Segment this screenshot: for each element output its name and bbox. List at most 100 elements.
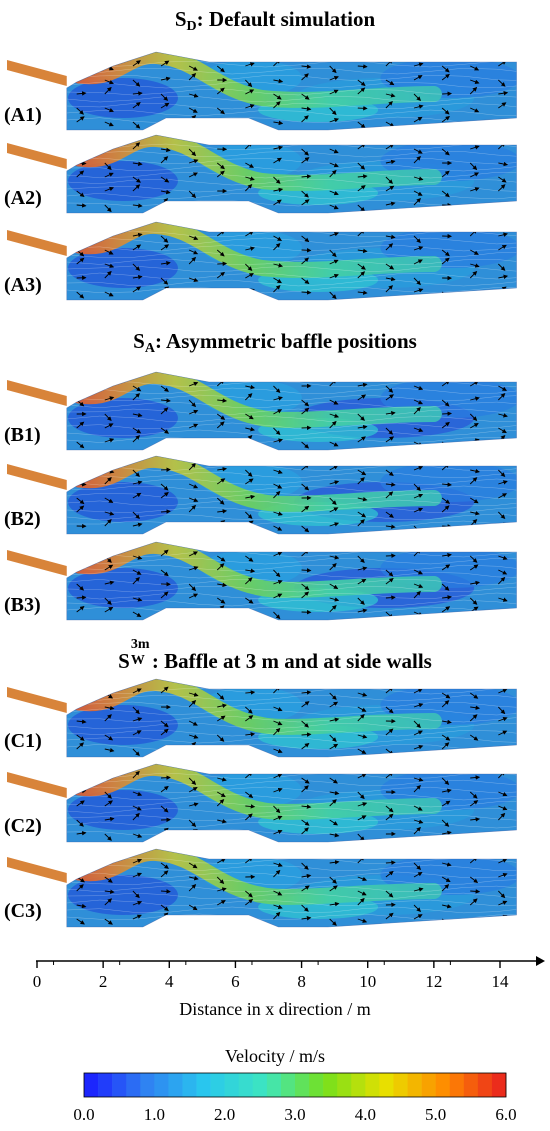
- velocity-vector: [301, 720, 309, 728]
- velocity-vector: [245, 79, 253, 88]
- velocity-vector: [470, 79, 480, 84]
- velocity-vector: [357, 436, 366, 443]
- panel-label-a2: (A2): [4, 187, 42, 209]
- velocity-vector: [245, 162, 255, 168]
- velocity-vector: [245, 898, 254, 906]
- colorbar-tick-label: 3.0: [284, 1105, 305, 1124]
- flow-panel: [7, 51, 517, 131]
- colorbar-cell: [112, 1073, 127, 1097]
- velocity-vector: [132, 427, 142, 434]
- velocity-vector: [160, 235, 169, 243]
- velocity-vector: [301, 483, 310, 491]
- velocity-vector: [160, 427, 170, 434]
- velocity-vector: [301, 290, 312, 295]
- velocity-vector: [132, 184, 141, 192]
- velocity-vector: [469, 564, 479, 571]
- velocity-vector: [188, 566, 199, 571]
- velocity-vector: [301, 904, 309, 912]
- velocity-vector: [132, 121, 141, 129]
- x-tick-label: 4: [165, 972, 174, 991]
- velocity-vector: [329, 259, 339, 265]
- velocity-vector: [329, 522, 340, 527]
- inlet-chute: [7, 143, 67, 169]
- streakline: [66, 564, 517, 572]
- velocity-vector: [76, 170, 85, 178]
- velocity-vector: [470, 580, 480, 586]
- streakline: [66, 723, 517, 730]
- velocity-vector: [441, 777, 450, 785]
- velocity-vector: [357, 876, 368, 882]
- velocity-vector: [104, 606, 114, 613]
- velocity-vector: [245, 791, 254, 799]
- velocity-vector: [245, 89, 255, 95]
- velocity-vector: [357, 64, 368, 69]
- streakline: [66, 88, 517, 96]
- colorbar-cell: [463, 1073, 479, 1097]
- velocity-vector: [329, 273, 339, 279]
- velocity-vector: [273, 720, 283, 726]
- streakline: [66, 478, 517, 486]
- velocity-vector: [441, 73, 450, 81]
- velocity-vector: [469, 555, 478, 563]
- flow-panel: [7, 134, 517, 214]
- streakline: [66, 67, 517, 75]
- velocity-vector: [413, 805, 423, 811]
- velocity-vector: [413, 904, 421, 913]
- velocity-vector: [217, 791, 226, 798]
- inlet-chute: [7, 464, 67, 490]
- velocity-vector: [442, 552, 452, 558]
- velocity-vector: [273, 490, 281, 499]
- velocity-vector: [245, 577, 253, 585]
- velocity-vector: [188, 551, 198, 557]
- colorbar-cell: [295, 1073, 310, 1097]
- velocity-vector: [245, 273, 254, 279]
- velocity-vector: [216, 692, 225, 700]
- streakline: [66, 436, 517, 444]
- velocity-vector: [329, 190, 339, 196]
- velocity-vector: [441, 606, 451, 613]
- velocity-vector: [385, 595, 396, 600]
- velocity-vector: [498, 555, 508, 560]
- velocity-vector: [188, 787, 198, 793]
- velocity-region: [67, 875, 178, 915]
- velocity-vector: [469, 876, 479, 884]
- velocity-vector: [301, 199, 310, 206]
- velocity-vector: [385, 285, 394, 293]
- velocity-vector: [245, 568, 256, 573]
- velocity-vector: [301, 525, 310, 533]
- velocity-vector: [329, 249, 337, 258]
- velocity-vector: [245, 427, 255, 432]
- velocity-vector: [413, 93, 422, 101]
- velocity-vector: [76, 505, 85, 513]
- velocity-vector: [357, 87, 366, 95]
- streakline: [66, 737, 517, 744]
- velocity-vector: [441, 742, 450, 750]
- colorbar-tick-label: 6.0: [495, 1105, 516, 1124]
- velocity-vector: [160, 407, 169, 415]
- colorbar-cell: [140, 1073, 155, 1097]
- velocity-vector: [273, 483, 283, 489]
- velocity-vector: [188, 249, 199, 255]
- velocity-vector: [245, 478, 254, 485]
- velocity-vector: [301, 915, 312, 921]
- velocity-vector: [470, 468, 480, 474]
- velocity-vector: [273, 815, 283, 821]
- velocity-vector: [273, 511, 283, 516]
- streakline: [66, 279, 517, 287]
- velocity-vector: [188, 720, 198, 726]
- velocity-vector: [216, 170, 225, 178]
- streakline: [66, 694, 517, 702]
- velocity-vector: [385, 511, 394, 518]
- velocity-vector: [357, 263, 366, 270]
- velocity-vector: [413, 730, 423, 736]
- velocity-vector: [132, 805, 142, 811]
- colorbar-frame: [83, 1072, 507, 1098]
- velocity-vector: [301, 93, 310, 100]
- velocity-vector: [498, 244, 507, 251]
- velocity-vector: [273, 285, 281, 293]
- velocity-vector: [329, 89, 339, 95]
- velocity-vector: [273, 438, 284, 443]
- colorbar-tick-label: 1.0: [144, 1105, 165, 1124]
- streakline: [66, 599, 517, 607]
